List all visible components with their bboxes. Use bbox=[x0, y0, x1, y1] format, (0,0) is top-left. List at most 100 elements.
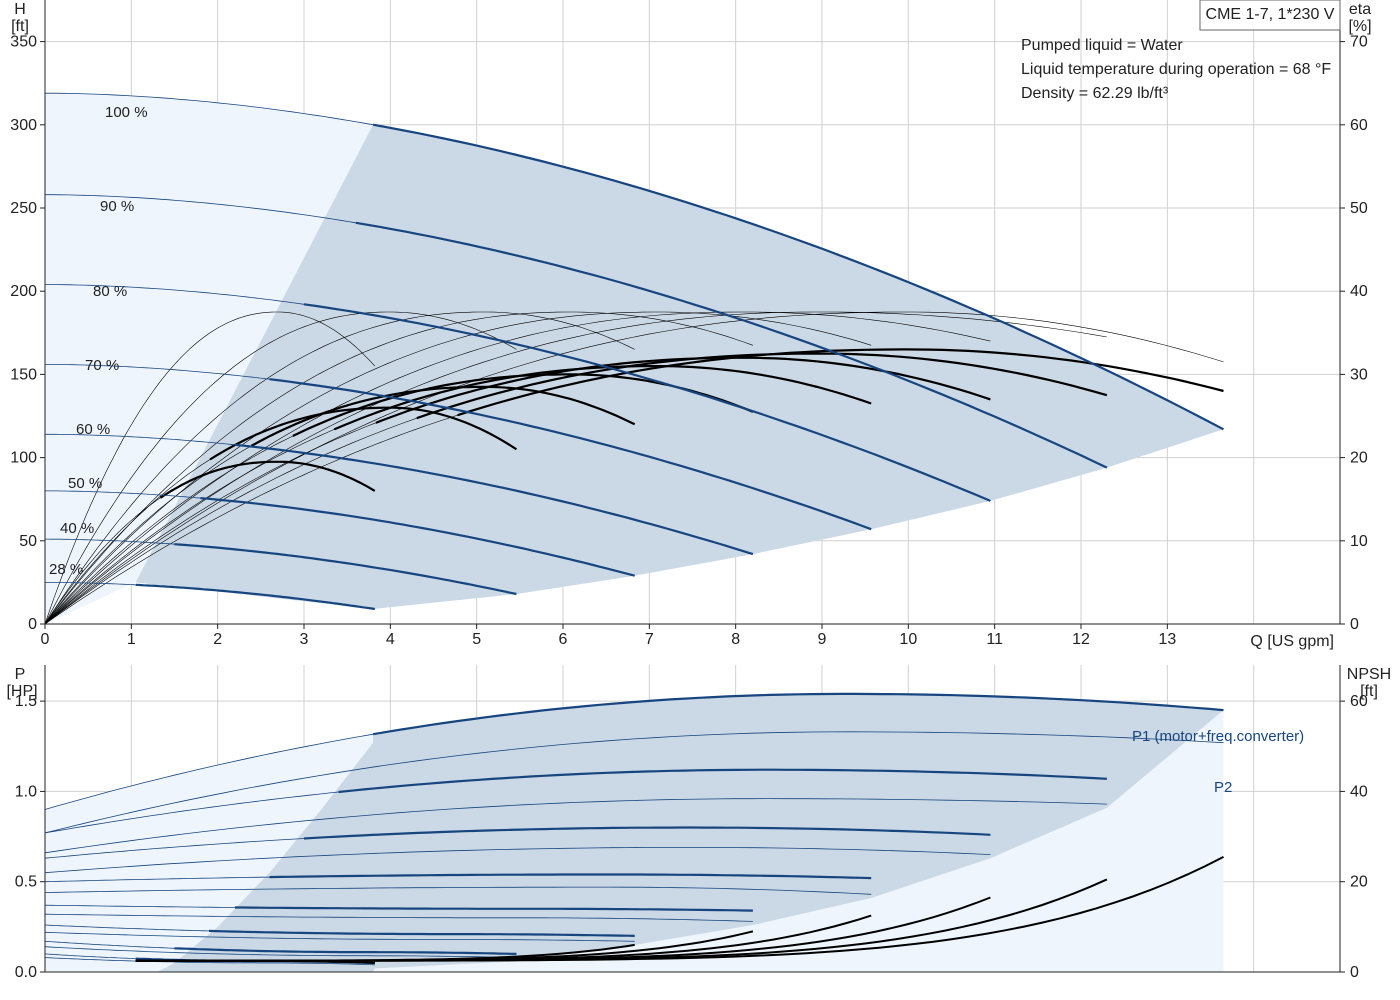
head-curve bbox=[200, 497, 635, 577]
y-tick-label: 200 bbox=[10, 283, 37, 300]
p1-curve bbox=[234, 906, 753, 912]
x-tick-label: 5 bbox=[472, 631, 481, 648]
x-tick-label: 1 bbox=[127, 631, 136, 648]
speed-label: 50 % bbox=[68, 475, 102, 492]
y-tick-label: 0.5 bbox=[15, 874, 37, 891]
y-tick-label: 300 bbox=[10, 117, 37, 134]
efficiency-curve bbox=[44, 459, 211, 625]
p1-curve bbox=[372, 692, 1224, 736]
npsh-curves bbox=[135, 856, 1224, 964]
speed-label: 80 % bbox=[93, 283, 127, 300]
speed-label: 40 % bbox=[60, 520, 94, 537]
y-tick-label: 50 bbox=[19, 533, 37, 550]
y2-tick-label: 50 bbox=[1350, 200, 1368, 217]
power-operating-area bbox=[45, 693, 1224, 972]
power-panel: 0.0 0.5 1.0 1.5 0 20 40 60 P [HP] NPSH [ft] P1 … bbox=[6, 665, 1391, 981]
y2-tick-label: 40 bbox=[1350, 283, 1368, 300]
x-tick-label: 9 bbox=[818, 631, 827, 648]
p1-curve bbox=[338, 768, 1107, 794]
head-curve-thin bbox=[45, 92, 374, 126]
info-line-temperature: Liquid temperature during operation = 68… bbox=[1021, 61, 1331, 78]
x-tick-label: 11 bbox=[986, 631, 1003, 648]
efficiency-curve bbox=[44, 422, 377, 625]
speed-label: 90 % bbox=[100, 198, 134, 215]
head-curve-thin bbox=[45, 433, 235, 446]
x-axis-label: Q [US gpm] bbox=[1250, 633, 1334, 650]
y2-axis-unit-npsh: [ft] bbox=[1360, 683, 1378, 700]
p2-curve bbox=[44, 957, 375, 966]
p1-curve-thin bbox=[44, 904, 235, 908]
p1-curve-thin bbox=[44, 791, 339, 834]
efficiency-curve-operating bbox=[333, 365, 872, 431]
head-curve bbox=[234, 443, 754, 556]
y2-axis-label-eta: eta bbox=[1349, 1, 1371, 18]
efficiency-curve bbox=[44, 429, 335, 625]
p1-curve bbox=[174, 947, 517, 955]
speed-label: 70 % bbox=[85, 357, 119, 374]
p1-curve-thin bbox=[44, 953, 136, 959]
p2-curve bbox=[44, 847, 991, 874]
p2-curve bbox=[44, 798, 1107, 854]
p2-curve bbox=[44, 946, 517, 958]
efficiency-curve-operating bbox=[250, 385, 636, 447]
x-tick-label: 0 bbox=[41, 631, 50, 648]
info-line-liquid: Pumped liquid = Water bbox=[1021, 37, 1183, 54]
head-curve-thin bbox=[45, 490, 201, 499]
y2-tick-label: 20 bbox=[1350, 874, 1368, 891]
y-axis-unit-head: [ft] bbox=[11, 18, 29, 35]
efficiency-curve bbox=[44, 414, 458, 625]
y-tick-label: 350 bbox=[10, 34, 37, 51]
p1-curve bbox=[208, 929, 635, 937]
x-tick-label: 4 bbox=[386, 631, 395, 648]
x-tick-label: 3 bbox=[300, 631, 309, 648]
speed-label: 100 % bbox=[105, 104, 148, 121]
y2-tick-label: 0 bbox=[1350, 964, 1359, 981]
head-curve-thin bbox=[45, 582, 136, 586]
head-curve bbox=[372, 123, 1225, 431]
p2-curve bbox=[44, 886, 872, 895]
p1-curve-thin bbox=[44, 940, 175, 949]
y-tick-label: 250 bbox=[10, 200, 37, 217]
head-curve-thin bbox=[45, 194, 356, 224]
p1-curve bbox=[269, 873, 872, 880]
y-axis-unit-power: [HP] bbox=[6, 683, 37, 700]
speed-label: 60 % bbox=[76, 421, 110, 438]
y2-tick-label: 30 bbox=[1350, 366, 1368, 383]
p1-curve-thin bbox=[44, 924, 210, 932]
head-curve bbox=[135, 583, 375, 611]
p2-curve bbox=[44, 931, 635, 942]
x-tick-label: 8 bbox=[731, 631, 740, 648]
head-axes bbox=[44, 0, 1341, 625]
p1-curve bbox=[303, 826, 991, 840]
x-tick-label: 13 bbox=[1158, 631, 1176, 648]
y-tick-label: 0.0 bbox=[15, 964, 37, 981]
head-curve-thin bbox=[45, 538, 175, 545]
efficiency-curve bbox=[44, 311, 754, 625]
npsh-curve bbox=[135, 856, 1224, 962]
y2-tick-label: 0 bbox=[1350, 616, 1359, 633]
x-tick-label: 2 bbox=[213, 631, 222, 648]
efficiency-curve bbox=[44, 311, 991, 625]
head-curve bbox=[174, 543, 517, 596]
y-tick-label: 150 bbox=[10, 366, 37, 383]
efficiency-curve bbox=[44, 311, 635, 625]
power-area-dark bbox=[157, 693, 1224, 972]
head-curve-thin bbox=[45, 364, 270, 380]
x-tick-label: 10 bbox=[899, 631, 917, 648]
speed-label: 28 % bbox=[49, 561, 83, 578]
head-ticks: 0 1 2 3 4 5 6 7 8 9 10 11 12 130501001502002503003500… bbox=[10, 34, 1368, 648]
x-tick-label: 6 bbox=[559, 631, 568, 648]
p1-curve-thin bbox=[44, 733, 374, 810]
p1-curve-thin bbox=[44, 838, 305, 859]
efficiency-curve bbox=[44, 497, 161, 625]
power-axes bbox=[44, 665, 1341, 973]
product-label-box bbox=[1199, 0, 1341, 31]
efficiency-curve bbox=[44, 445, 252, 625]
y2-tick-label: 60 bbox=[1350, 117, 1368, 134]
head-curve-thin bbox=[44, 284, 305, 305]
y-axis-label-power: P bbox=[15, 666, 26, 683]
efficiency-curve bbox=[44, 311, 517, 625]
efficiency-curve bbox=[44, 311, 1224, 625]
y2-tick-label: 60 bbox=[1350, 693, 1368, 710]
